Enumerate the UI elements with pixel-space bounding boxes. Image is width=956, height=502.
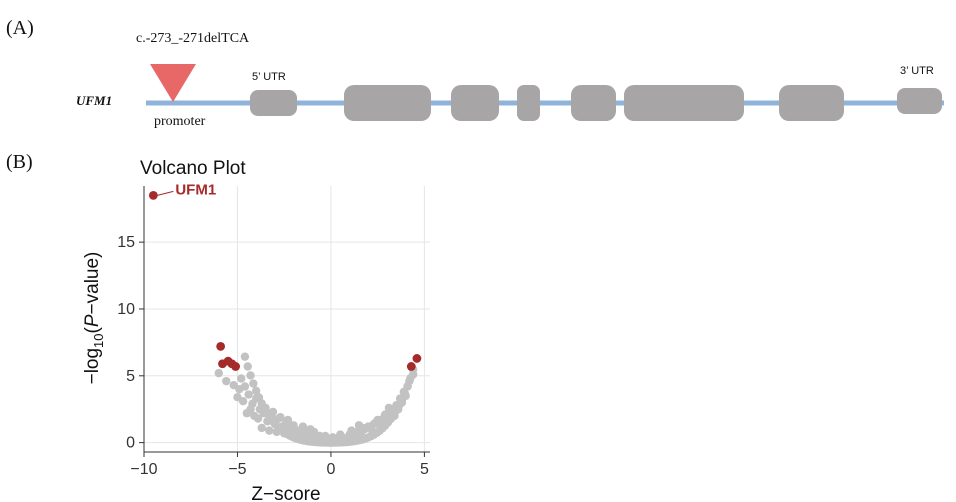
point-background <box>265 426 274 435</box>
exon-7 <box>779 85 844 121</box>
point-background <box>397 395 407 404</box>
promoter-label: promoter <box>154 114 206 129</box>
ylabel-italic: P <box>82 314 103 327</box>
panel-b-label: (B) <box>6 151 33 173</box>
point-background <box>257 423 266 433</box>
exon-5 <box>571 85 616 121</box>
x-tick-label: 5 <box>420 461 429 478</box>
point-significant <box>406 362 416 371</box>
point-background <box>238 397 248 406</box>
exon-8 <box>897 88 942 114</box>
exon-6 <box>624 85 744 121</box>
utr5-label: 5’ UTR <box>252 71 286 83</box>
axes: −10 −5 0 5 0 5 10 15 <box>117 186 430 478</box>
exon-3 <box>451 85 499 121</box>
point-background <box>354 421 364 430</box>
ylabel-open: ( <box>82 326 103 333</box>
point-background <box>400 388 409 398</box>
y-tick-label: 15 <box>117 234 135 251</box>
point-background <box>243 362 252 371</box>
point-significant <box>412 354 422 363</box>
point-background <box>222 376 231 386</box>
x-axis-label: Z−score <box>251 484 320 502</box>
x-tick-label: 0 <box>326 461 335 478</box>
variant-label: c.-273_-271delTCA <box>136 31 250 46</box>
ylabel-prefix: −log <box>82 348 103 384</box>
x-tick-label: −10 <box>130 461 157 478</box>
point-significant <box>216 342 226 351</box>
point-background <box>214 368 223 378</box>
point-background <box>306 425 315 434</box>
point-background <box>369 419 379 429</box>
panel-b: (B) Volcano Plot UFM1 −10 −5 0 5 0 5 10 15 Z−s… <box>6 151 430 502</box>
promoter-marker <box>150 64 196 102</box>
ufm1-annotation: UFM1 <box>175 181 216 198</box>
point-background <box>321 431 330 441</box>
point-background <box>336 430 345 439</box>
point-background <box>237 374 246 383</box>
point-background <box>406 374 415 383</box>
chart-title: Volcano Plot <box>140 158 246 179</box>
y-tick-label: 10 <box>117 301 135 318</box>
significant-points <box>148 190 422 371</box>
panel-a-label: (A) <box>6 17 34 39</box>
annotation-leader <box>157 190 174 196</box>
point-significant <box>148 190 158 200</box>
exon-2 <box>344 85 431 121</box>
y-axis-label: −log10(P−value) <box>82 252 106 385</box>
point-background <box>384 403 394 413</box>
point-background <box>246 405 255 414</box>
point-background <box>249 379 258 388</box>
y-tick-label: 0 <box>126 435 135 452</box>
point-background <box>240 382 250 391</box>
point-background <box>276 413 285 422</box>
exon-4 <box>517 85 540 121</box>
point-background <box>253 414 263 423</box>
utr3-label: 3’ UTR <box>900 65 934 77</box>
point-background <box>283 415 293 425</box>
ylabel-sub: 10 <box>91 333 106 347</box>
point-significant <box>231 362 240 371</box>
exon-1 <box>250 90 297 116</box>
x-tick-label: −5 <box>228 461 246 478</box>
background-points <box>214 352 418 447</box>
point-background <box>403 381 412 391</box>
y-tick-label: 5 <box>126 368 135 385</box>
point-background <box>347 426 356 435</box>
point-background <box>298 422 308 431</box>
y-ticks: 0 5 10 15 <box>117 234 144 452</box>
point-background <box>240 352 250 361</box>
gene-name: UFM1 <box>76 93 112 108</box>
point-background <box>246 371 255 380</box>
point-background <box>244 390 253 399</box>
x-ticks: −10 −5 0 5 <box>130 452 429 478</box>
panel-a: (A) c.-273_-271delTCA UFM1 promoter 5’ U… <box>6 17 944 129</box>
point-background <box>251 386 261 396</box>
ylabel-suffix: −value) <box>82 252 103 315</box>
